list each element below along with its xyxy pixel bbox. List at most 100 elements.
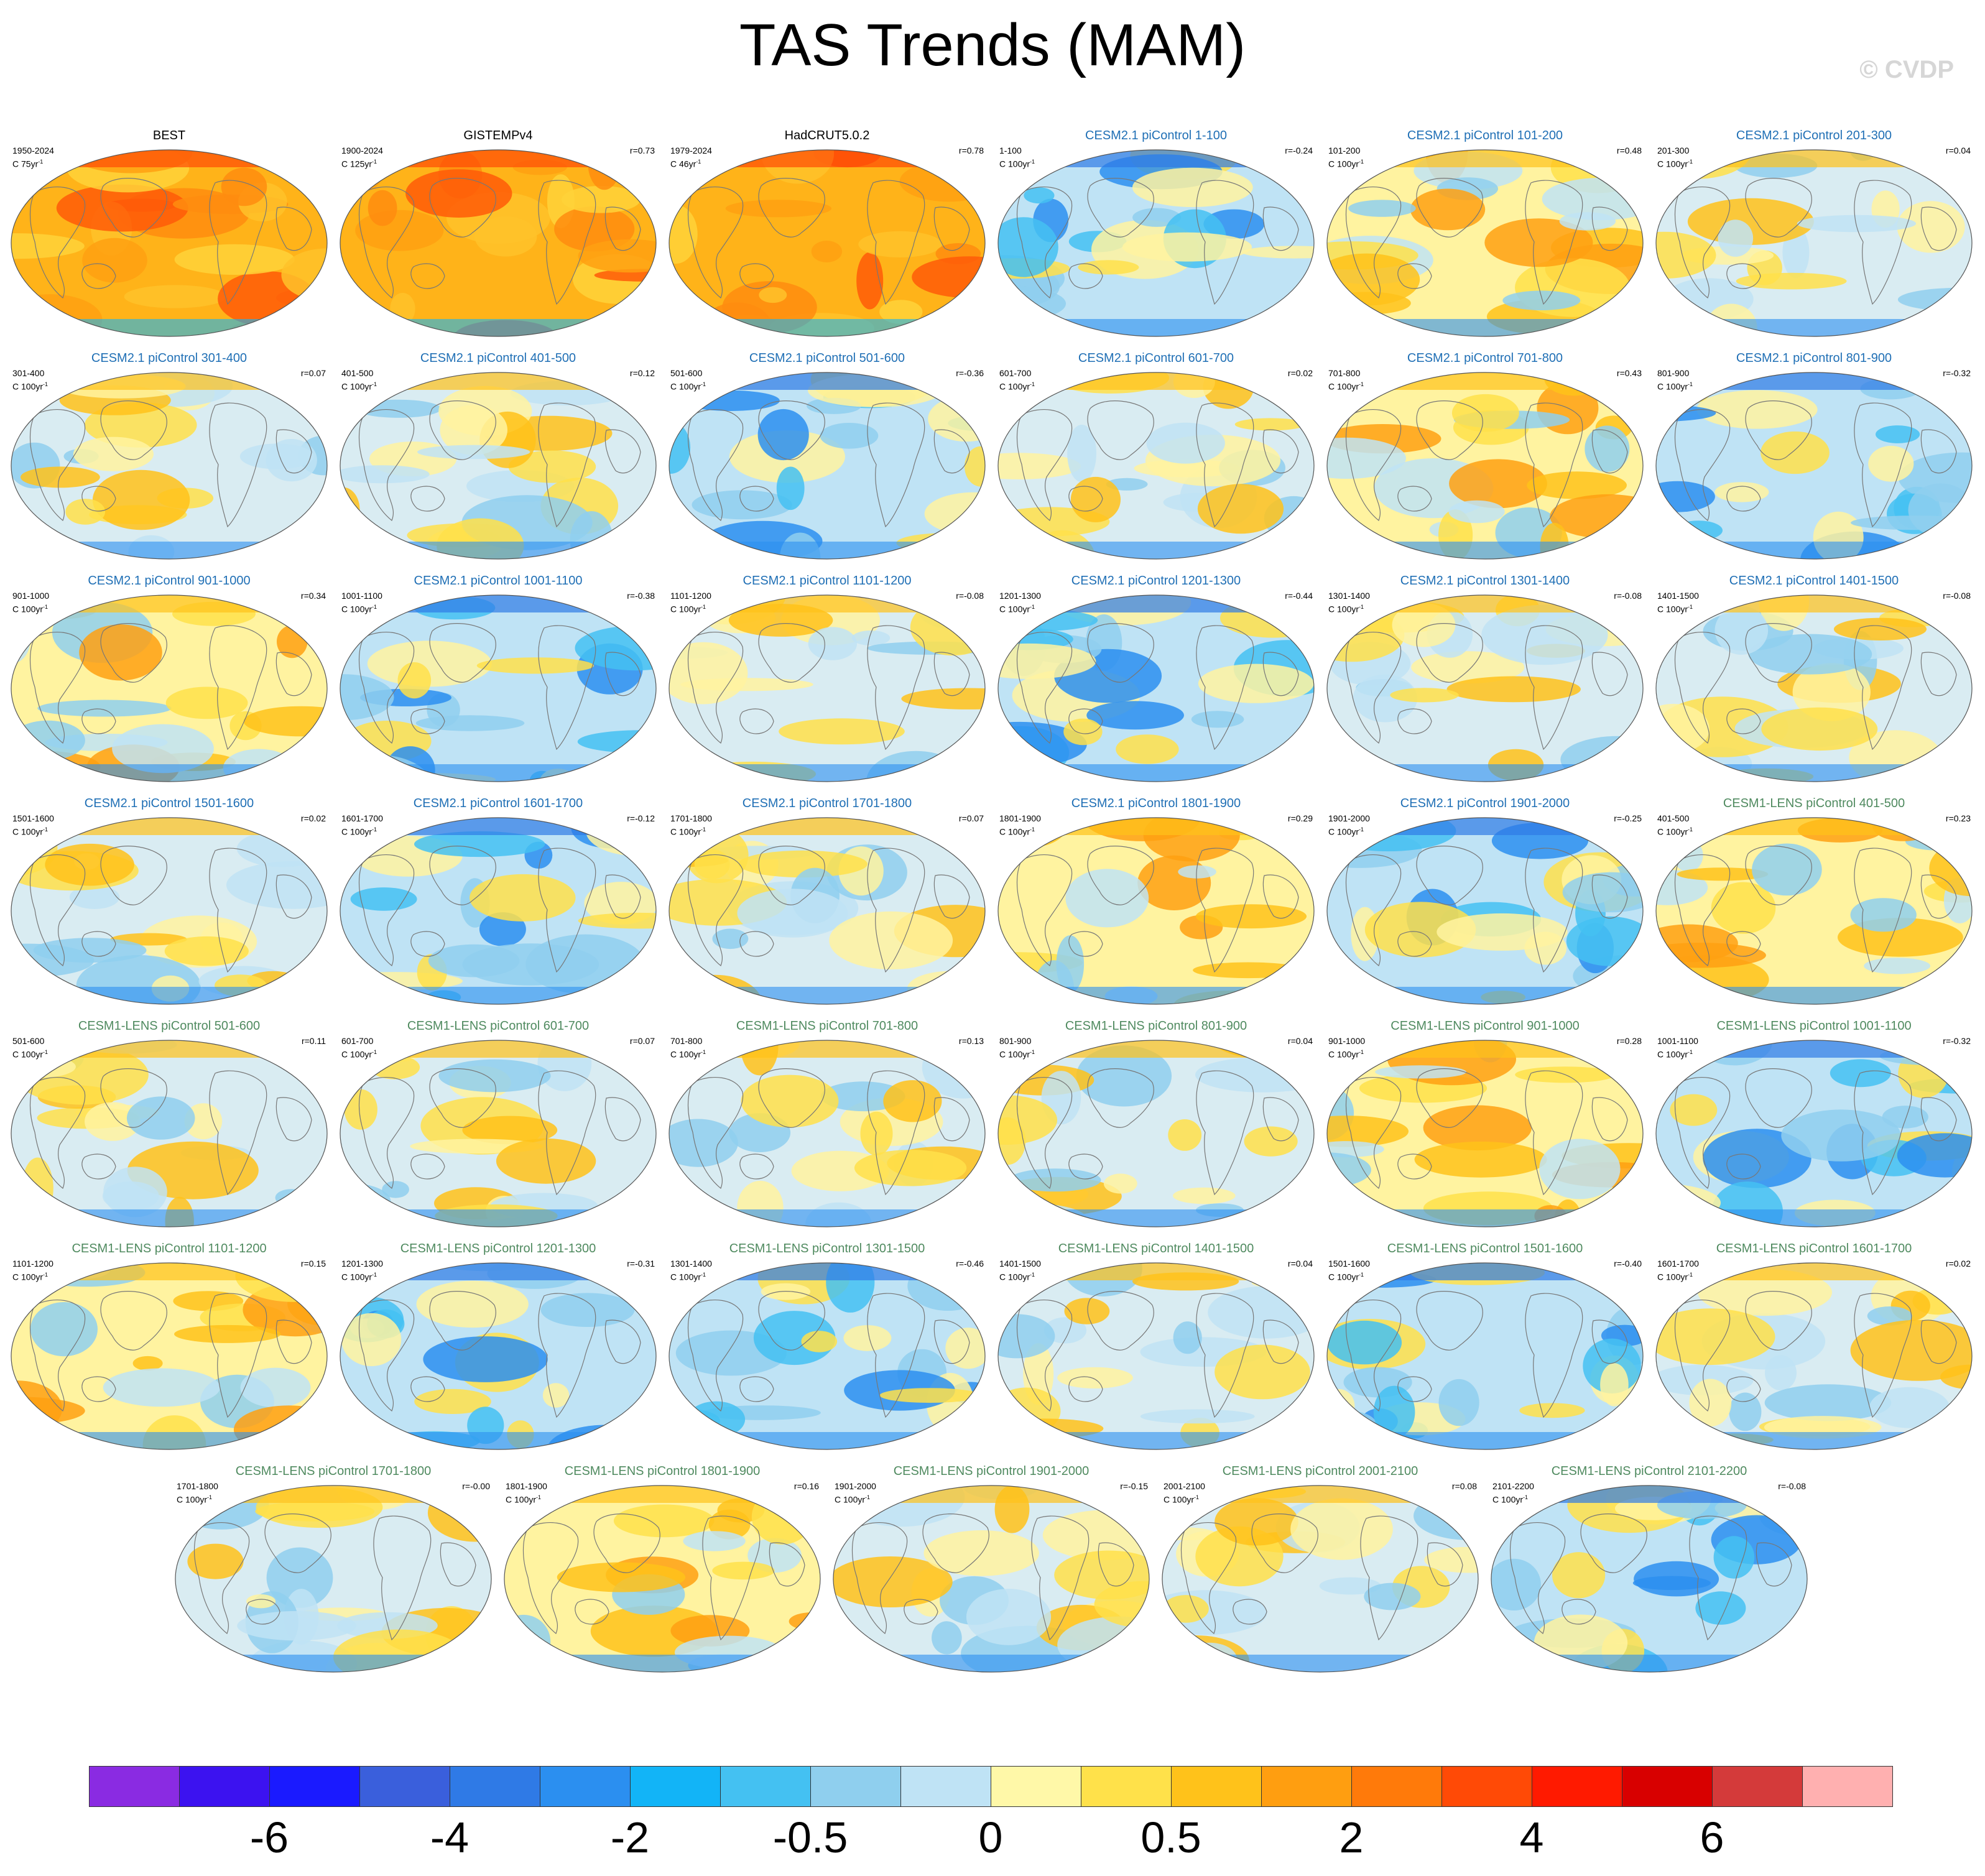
colorbar-swatch — [810, 1766, 901, 1807]
panel-correlation: r=0.07 — [958, 813, 984, 823]
panel-units: C 46yr-1 — [670, 156, 712, 170]
colorbar-label: 0 — [978, 1813, 1003, 1862]
colorbar-swatch — [1802, 1766, 1893, 1807]
world-map — [1326, 372, 1644, 560]
units-exponent: -1 — [1030, 604, 1035, 610]
panel-units: C 100yr-1 — [1657, 156, 1693, 170]
world-map — [340, 1262, 657, 1450]
world-map — [1491, 1485, 1808, 1673]
panel-title: CESM1-LENS piControl 901-1000 — [1390, 1019, 1580, 1033]
panel-period: 1601-1700 — [1657, 1259, 1699, 1268]
map-panel: CESM2.1 piControl 1701-1800 1701-1800 C 10… — [665, 795, 989, 1007]
panel-period-units: 501-600 C 100yr-1 — [670, 367, 706, 392]
panel-period-units: 2001-2100 C 100yr-1 — [1164, 1481, 1205, 1505]
panel-period-units: 701-800 C 100yr-1 — [1328, 367, 1364, 392]
panel-period-units: 2101-2200 C 100yr-1 — [1492, 1481, 1534, 1505]
colorbar-swatch — [1171, 1766, 1262, 1807]
panel-units: C 100yr-1 — [12, 824, 54, 838]
map-panel: CESM2.1 piControl 1901-2000 1901-2000 C 10… — [1323, 795, 1647, 1007]
units-exponent: -1 — [1359, 826, 1364, 833]
panel-units: C 100yr-1 — [177, 1492, 218, 1505]
units-exponent: -1 — [865, 1494, 871, 1500]
units-exponent: -1 — [1030, 381, 1035, 387]
panel-correlation: r=0.15 — [300, 1259, 326, 1268]
panel-units: C 100yr-1 — [12, 601, 49, 615]
panel-correlation: r=-0.46 — [956, 1259, 984, 1268]
panel-period-units: 1601-1700 C 100yr-1 — [341, 813, 383, 838]
map-panel: BEST 1950-2024 C 75yr-1 — [7, 127, 331, 339]
panel-title: CESM2.1 piControl 1501-1600 — [84, 797, 254, 810]
panel-period-units: 401-500 C 100yr-1 — [341, 367, 377, 392]
panel-correlation: r=0.07 — [629, 1036, 655, 1046]
panel-correlation: r=0.07 — [300, 368, 326, 378]
panel-units-text: C 100yr — [670, 1049, 701, 1060]
panel-title: CESM2.1 piControl 201-300 — [1736, 129, 1892, 142]
world-map — [340, 817, 657, 1005]
panel-correlation: r=0.02 — [1287, 368, 1313, 378]
map-panel: CESM2.1 piControl 1201-1300 1201-1300 C 10… — [994, 573, 1318, 784]
panel-units-text: C 125yr — [341, 159, 372, 169]
panel-period-units: 1401-1500 C 100yr-1 — [999, 1258, 1041, 1283]
panel-period-units: 1101-1200 C 100yr-1 — [670, 590, 711, 615]
units-exponent: -1 — [701, 381, 706, 387]
units-exponent: -1 — [372, 604, 377, 610]
panel-period-units: 601-700 C 100yr-1 — [999, 367, 1035, 392]
map-panel: CESM1-LENS piControl 501-600 501-600 C 100… — [7, 1018, 331, 1229]
panel-units-text: C 100yr — [1328, 159, 1359, 169]
units-exponent: -1 — [372, 1049, 377, 1055]
panel-period-units: 1001-1100 C 100yr-1 — [341, 590, 382, 615]
panel-units: C 100yr-1 — [999, 824, 1041, 838]
world-map — [997, 594, 1315, 782]
panel-title: CESM2.1 piControl 1101-1200 — [743, 574, 912, 588]
panel-period: 501-600 — [12, 1036, 45, 1046]
map-panel: CESM1-LENS piControl 1801-1900 1801-1900 C… — [501, 1463, 824, 1675]
panel-units-text: C 100yr — [999, 826, 1030, 837]
colorbar-label: -6 — [249, 1813, 289, 1862]
panel-title: CESM1-LENS piControl 401-500 — [1723, 797, 1905, 810]
world-map — [340, 1040, 657, 1227]
panel-units-text: C 100yr — [670, 604, 701, 614]
panel-units-text: C 100yr — [1657, 381, 1688, 392]
panel-title: CESM1-LENS piControl 2101-2200 — [1551, 1464, 1747, 1478]
map-panel: CESM1-LENS piControl 1401-1500 1401-1500 C… — [994, 1241, 1318, 1452]
colorbar-swatch — [89, 1766, 180, 1807]
world-map — [11, 1262, 328, 1450]
panel-units-text: C 100yr — [1164, 1494, 1195, 1505]
world-map — [669, 149, 986, 337]
panel-period-units: 1900-2024 C 125yr-1 — [341, 145, 383, 170]
panel-correlation: r=-0.12 — [627, 813, 655, 823]
world-map — [11, 594, 328, 782]
map-panel: CESM2.1 piControl 101-200 101-200 C 100yr-… — [1323, 127, 1647, 339]
panel-units: C 100yr-1 — [670, 379, 706, 392]
panel-period-units: 1-100 C 100yr-1 — [999, 145, 1035, 170]
world-map — [997, 372, 1315, 560]
panel-units-text: C 100yr — [12, 604, 44, 614]
panel-correlation: r=0.13 — [958, 1036, 984, 1046]
panel-period: 1601-1700 — [341, 813, 383, 823]
units-exponent: -1 — [696, 159, 701, 165]
map-panel: CESM2.1 piControl 1-100 1-100 C 100yr-1 r=-… — [994, 127, 1318, 339]
panel-period: 401-500 — [1657, 813, 1690, 823]
panel-period: 101-200 — [1328, 146, 1361, 155]
panel-units-text: C 75yr — [12, 159, 39, 169]
panel-title: HadCRUT5.0.2 — [784, 129, 870, 142]
map-panel: CESM2.1 piControl 601-700 601-700 C 100yr-… — [994, 350, 1318, 561]
panel-period-units: 1979-2024 C 46yr-1 — [670, 145, 712, 170]
panel-units: C 100yr-1 — [1328, 1047, 1365, 1060]
panel-units: C 100yr-1 — [1328, 379, 1364, 392]
panel-period-units: 201-300 C 100yr-1 — [1657, 145, 1693, 170]
units-exponent: -1 — [1523, 1494, 1529, 1500]
panel-period: 1501-1600 — [1328, 1259, 1370, 1268]
panel-units: C 100yr-1 — [1328, 1269, 1370, 1283]
colorbar-swatch — [1441, 1766, 1532, 1807]
panel-title: CESM1-LENS piControl 1401-1500 — [1058, 1242, 1254, 1255]
colorbar-label: 6 — [1700, 1813, 1724, 1862]
panel-period: 1900-2024 — [341, 146, 383, 155]
map-panel: CESM2.1 piControl 1501-1600 1501-1600 C 10… — [7, 795, 331, 1007]
panel-correlation: r=0.11 — [301, 1036, 326, 1046]
panel-period-units: 901-1000 C 100yr-1 — [1328, 1035, 1365, 1060]
panel-title: CESM2.1 piControl 901-1000 — [88, 574, 251, 588]
map-panel: CESM1-LENS piControl 701-800 701-800 C 100… — [665, 1018, 989, 1229]
panel-period: 301-400 — [12, 368, 45, 378]
panel-period-units: 1601-1700 C 100yr-1 — [1657, 1258, 1699, 1283]
